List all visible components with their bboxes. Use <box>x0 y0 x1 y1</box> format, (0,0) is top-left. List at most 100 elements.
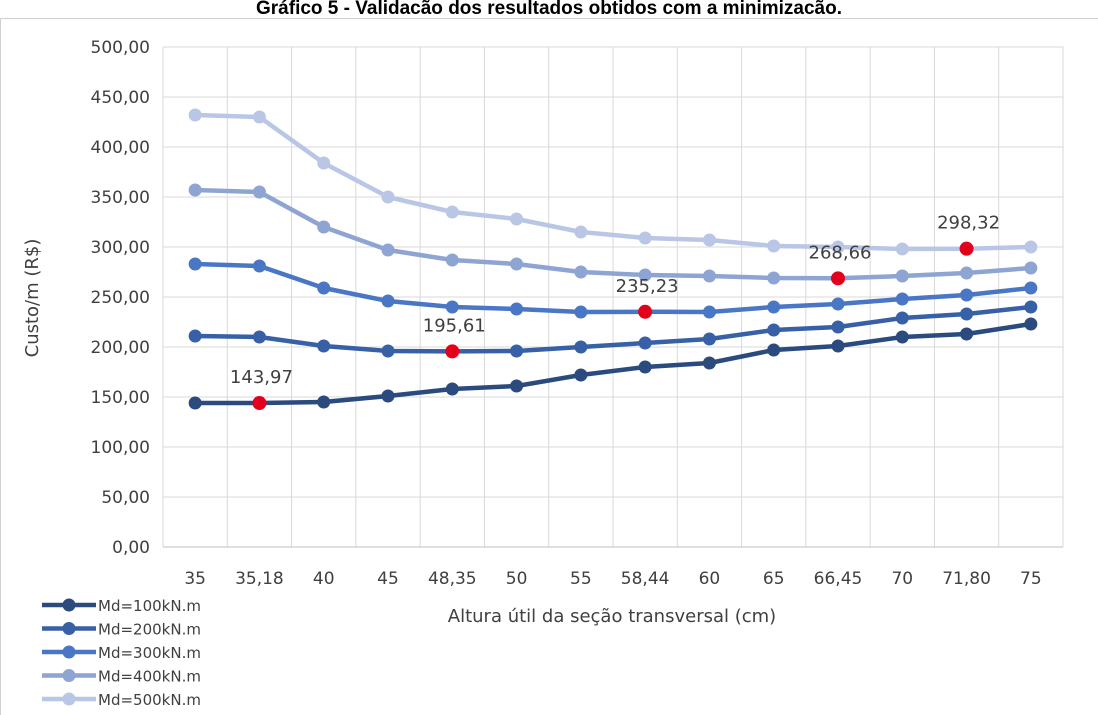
x-tick-label: 66,45 <box>814 569 863 589</box>
frame-top-border <box>0 18 1098 19</box>
data-point <box>381 243 395 257</box>
data-point <box>445 253 459 267</box>
frame-left-border <box>0 18 1 715</box>
data-point <box>831 297 845 311</box>
data-point <box>445 300 459 314</box>
data-point <box>831 240 845 254</box>
y-tick-label: 200,00 <box>91 338 150 358</box>
y-tick-label: 0,00 <box>112 538 150 558</box>
minimum-label: 195,61 <box>423 315 486 336</box>
data-point <box>702 269 716 283</box>
data-point <box>638 336 652 350</box>
data-point <box>960 307 974 321</box>
series-2 <box>188 300 1038 358</box>
x-tick-label: 35 <box>184 569 206 589</box>
minimum-point <box>445 344 460 359</box>
data-point <box>188 396 202 410</box>
data-point <box>445 205 459 219</box>
data-point <box>510 379 524 393</box>
data-point <box>510 257 524 271</box>
legend-label: Md=200kN.m <box>98 621 201 639</box>
x-tick-label: 55 <box>570 569 592 589</box>
data-point <box>317 281 331 295</box>
data-point <box>188 257 202 271</box>
x-tick-label: 65 <box>763 569 785 589</box>
legend-label: Md=100kN.m <box>98 597 201 615</box>
legend-label: Md=400kN.m <box>98 668 201 686</box>
highlight-layer: 143,97 195,61 235,23 268,66 298,32 <box>230 213 1000 411</box>
data-point <box>767 271 781 285</box>
x-tick-label: 40 <box>313 569 335 589</box>
data-point <box>188 329 202 343</box>
y-tick-label: 350,00 <box>91 188 150 208</box>
chart-title: Gráfico 5 - Validação dos resultados obt… <box>256 0 842 14</box>
data-point <box>381 190 395 204</box>
data-point <box>510 212 524 226</box>
legend-item-5: Md=500kN.m <box>42 691 201 709</box>
data-point <box>317 220 331 234</box>
x-tick-label: 35,18 <box>235 569 284 589</box>
x-axis-title: Altura útil da seção transversal (cm) <box>448 606 776 627</box>
data-point <box>252 110 266 124</box>
legend-swatch-marker <box>62 598 76 612</box>
data-point <box>702 305 716 319</box>
data-point <box>895 330 909 344</box>
y-tick-label: 400,00 <box>91 138 150 158</box>
minimum-label: 298,32 <box>937 213 1000 234</box>
data-point <box>381 389 395 403</box>
data-point <box>895 242 909 256</box>
data-point <box>895 311 909 325</box>
legend-swatch-marker <box>62 669 76 682</box>
legend-swatch-marker <box>62 622 76 635</box>
data-point <box>767 300 781 314</box>
data-point <box>831 320 845 334</box>
legend-label: Md=500kN.m <box>98 691 201 709</box>
x-tick-label: 70 <box>891 569 913 589</box>
data-point <box>895 292 909 306</box>
minimum-point <box>638 304 653 319</box>
data-point <box>317 339 331 353</box>
data-point <box>960 288 974 302</box>
data-point <box>188 183 202 197</box>
data-point <box>510 344 524 358</box>
data-point <box>574 305 588 319</box>
x-tick-label: 50 <box>506 569 528 589</box>
data-point <box>638 268 652 282</box>
data-point <box>767 323 781 337</box>
data-point <box>252 259 266 273</box>
data-point <box>574 368 588 382</box>
data-point <box>1024 281 1038 295</box>
data-point <box>895 269 909 283</box>
legend-label: Md=300kN.m <box>98 644 201 662</box>
data-point <box>767 343 781 357</box>
minimum-point <box>959 241 974 256</box>
y-tick-label: 500,00 <box>91 38 150 58</box>
legend-swatch-marker <box>62 692 76 706</box>
data-point <box>702 356 716 370</box>
legend-item-4: Md=400kN.m <box>42 668 201 686</box>
minimum-label: 268,66 <box>809 242 872 263</box>
x-tick-label: 60 <box>699 569 721 589</box>
data-point <box>1024 300 1038 314</box>
data-point <box>638 360 652 374</box>
data-point <box>445 382 459 396</box>
series-4 <box>188 183 1038 285</box>
legend: Md=100kN.m Md=200kN.m Md=300kN.m Md=400kN.m… <box>42 597 201 709</box>
y-tick-label: 50,00 <box>101 488 150 508</box>
data-point <box>317 156 331 170</box>
x-tick-label: 58,44 <box>621 569 670 589</box>
series-line <box>195 261 1032 315</box>
y-tick-label: 100,00 <box>91 438 150 458</box>
y-tick-label: 250,00 <box>91 288 150 308</box>
y-tick-label: 450,00 <box>91 88 150 108</box>
data-point <box>574 265 588 279</box>
data-point <box>1024 317 1038 331</box>
series-layer <box>188 108 1038 410</box>
y-axis-title: Custo/m (R$) <box>22 239 43 358</box>
y-tick-label: 150,00 <box>91 388 150 408</box>
grid-layer <box>162 46 1064 547</box>
x-tick-label: 75 <box>1020 569 1042 589</box>
data-point <box>188 108 202 122</box>
minimum-point <box>831 271 845 286</box>
data-point <box>317 395 331 409</box>
